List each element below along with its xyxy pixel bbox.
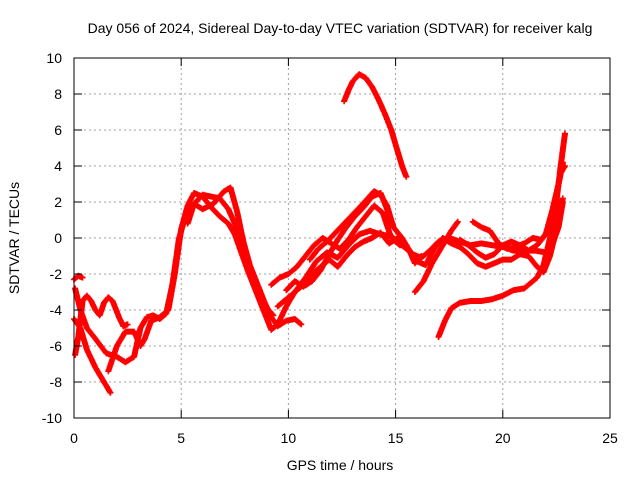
y-tick-label: 8	[54, 86, 62, 102]
data-point-markers	[72, 292, 131, 358]
series-track-5	[105, 190, 566, 375]
x-tick-label: 0	[70, 430, 78, 446]
series-track-13	[411, 218, 461, 295]
y-tick-label: 4	[54, 158, 62, 174]
series-track-10	[306, 188, 397, 263]
y-axis-label: SDTVAR / TECUs	[6, 182, 22, 294]
series-track-11	[341, 71, 410, 180]
y-tick-label: -6	[50, 338, 63, 354]
data-point-markers	[274, 229, 410, 310]
x-tick-label: 5	[177, 430, 185, 446]
series-track-9	[274, 229, 410, 310]
y-tick-label: -2	[50, 266, 63, 282]
series-track-16	[469, 163, 568, 252]
x-tick-label: 20	[495, 430, 511, 446]
data-point-markers	[341, 71, 410, 180]
y-tick-label: 0	[54, 230, 62, 246]
series-track-6	[184, 191, 277, 319]
y-tick-label: 2	[54, 194, 62, 210]
series-track-12	[405, 195, 566, 276]
x-axis-label: GPS time / hours	[287, 457, 394, 473]
y-tick-label: -4	[50, 302, 63, 318]
data-points	[71, 71, 568, 396]
series-track-14	[435, 130, 568, 340]
data-point-markers	[405, 195, 566, 276]
data-point-markers	[435, 130, 568, 340]
grid-lines	[74, 58, 610, 418]
data-point-markers	[184, 191, 277, 319]
data-point-markers	[268, 202, 410, 288]
x-tick-label: 10	[281, 430, 297, 446]
series-track-7	[268, 202, 410, 288]
data-point-markers	[306, 188, 397, 263]
series-track-3	[72, 292, 131, 358]
data-point-markers	[105, 190, 566, 375]
x-tick-label: 25	[602, 430, 618, 446]
chart-title: Day 056 of 2024, Sidereal Day-to-day VTE…	[88, 20, 593, 36]
y-tick-label: -8	[50, 374, 63, 390]
data-point-markers	[469, 163, 568, 252]
y-tick-label: 6	[54, 122, 62, 138]
y-axis-ticks: -10 -8 -6 -4 -2 0 2 4 6 8 10	[42, 50, 610, 426]
y-tick-label: 10	[46, 50, 62, 66]
x-tick-label: 15	[388, 430, 404, 446]
x-axis-ticks: 0 5 10 15 20 25	[70, 58, 618, 446]
data-point-markers	[411, 218, 461, 295]
y-tick-label: -10	[42, 410, 62, 426]
